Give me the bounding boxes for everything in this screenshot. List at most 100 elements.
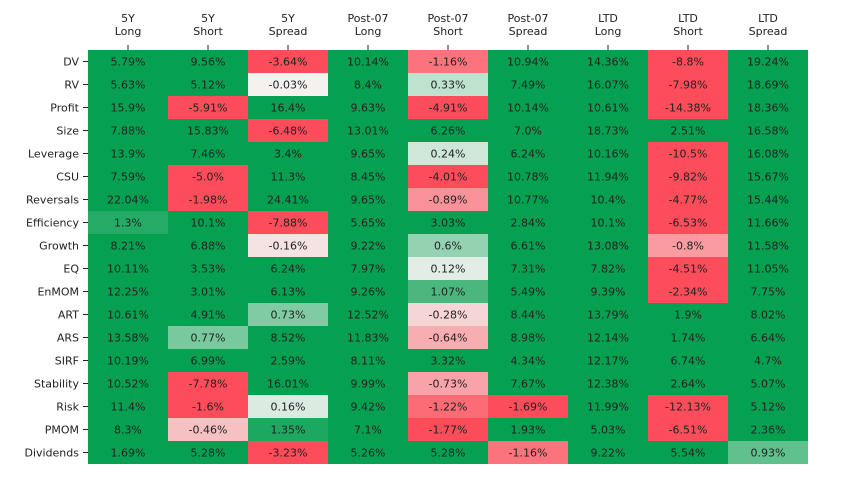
heatmap-cell-ars-1 xyxy=(168,326,248,349)
column-label: Short xyxy=(673,25,703,38)
column-label: Spread xyxy=(269,25,308,38)
cell-value-label: 10.4% xyxy=(591,194,626,207)
heatmap-cell-size-6 xyxy=(568,119,648,142)
heatmap-cell-profit-1 xyxy=(168,96,248,119)
cell-value-label: 10.1% xyxy=(591,217,626,230)
heatmap-cells: 5.79% 9.56% -3.64% 10.14% -1.16% 10.94% 14.36%… xyxy=(88,50,808,464)
heatmap-cell-csu-4 xyxy=(408,165,488,188)
cell-value-label: -6.53% xyxy=(669,217,708,230)
cell-value-label: 4.91% xyxy=(191,309,226,322)
heatmap-cell-art-1 xyxy=(168,303,248,326)
row-label-reversals: Reversals xyxy=(26,194,79,207)
cell-value-label: 7.59% xyxy=(111,171,146,184)
heatmap-cell-size-5 xyxy=(488,119,568,142)
cell-value-label: -4.91% xyxy=(429,102,468,115)
column-label: Long xyxy=(595,25,622,38)
heatmap-cell-dividends-7 xyxy=(648,441,728,464)
cell-value-label: -0.73% xyxy=(429,378,468,391)
cell-value-label: 5.63% xyxy=(111,79,146,92)
cell-value-label: 5.79% xyxy=(111,56,146,69)
cell-value-label: 8.4% xyxy=(354,79,382,92)
cell-value-label: -6.51% xyxy=(669,424,708,437)
cell-value-label: 10.77% xyxy=(507,194,549,207)
heatmap-cell-growth-8 xyxy=(728,234,808,257)
heatmap-cell-eq-5 xyxy=(488,257,568,280)
heatmap-cell-pmom-5 xyxy=(488,418,568,441)
cell-value-label: -3.23% xyxy=(269,447,308,460)
heatmap-cell-pmom-3 xyxy=(328,418,408,441)
heatmap-cell-enmom-4 xyxy=(408,280,488,303)
cell-value-label: 9.42% xyxy=(351,401,386,414)
heatmap-cell-growth-3 xyxy=(328,234,408,257)
cell-value-label: 0.16% xyxy=(271,401,306,414)
heatmap-cell-leverage-1 xyxy=(168,142,248,165)
heatmap-cell-sirf-7 xyxy=(648,349,728,372)
cell-value-label: 0.77% xyxy=(191,332,226,345)
cell-value-label: -7.98% xyxy=(669,79,708,92)
heatmap-cell-risk-4 xyxy=(408,395,488,418)
cell-value-label: 9.22% xyxy=(591,447,626,460)
cell-value-label: -0.64% xyxy=(429,332,468,345)
heatmap-cell-reversals-8 xyxy=(728,188,808,211)
heatmap-cell-leverage-6 xyxy=(568,142,648,165)
cell-value-label: -7.78% xyxy=(189,378,228,391)
cell-value-label: 8.98% xyxy=(511,332,546,345)
cell-value-label: 6.24% xyxy=(271,263,306,276)
cell-value-label: 12.52% xyxy=(347,309,389,322)
heatmap-cell-risk-5 xyxy=(488,395,568,418)
cell-value-label: 1.9% xyxy=(674,309,702,322)
heatmap-cell-size-2 xyxy=(248,119,328,142)
cell-value-label: 10.11% xyxy=(107,263,149,276)
cell-value-label: 8.45% xyxy=(351,171,386,184)
cell-value-label: 0.73% xyxy=(271,309,306,322)
cell-value-label: 5.49% xyxy=(511,286,546,299)
heatmap-cell-efficiency-1 xyxy=(168,211,248,234)
cell-value-label: 9.65% xyxy=(351,194,386,207)
heatmap-cell-pmom-6 xyxy=(568,418,648,441)
row-label-risk: Risk xyxy=(56,401,79,414)
heatmap-cell-stability-7 xyxy=(648,372,728,395)
cell-value-label: 15.83% xyxy=(187,125,229,138)
cell-value-label: 6.13% xyxy=(271,286,306,299)
cell-value-label: 7.75% xyxy=(751,286,786,299)
cell-value-label: 2.64% xyxy=(671,378,706,391)
cell-value-label: 9.26% xyxy=(351,286,386,299)
cell-value-label: -5.91% xyxy=(189,102,228,115)
heatmap-cell-enmom-7 xyxy=(648,280,728,303)
heatmap-cell-enmom-2 xyxy=(248,280,328,303)
heatmap-cell-profit-0 xyxy=(88,96,168,119)
row-label-efficiency: Efficiency xyxy=(26,217,79,230)
cell-value-label: 15.44% xyxy=(747,194,789,207)
cell-value-label: 7.88% xyxy=(111,125,146,138)
cell-value-label: -0.28% xyxy=(429,309,468,322)
cell-value-label: 11.05% xyxy=(747,263,789,276)
heatmap-cell-reversals-4 xyxy=(408,188,488,211)
cell-value-label: 11.4% xyxy=(111,401,146,414)
column-label: 5Y xyxy=(121,12,135,25)
heatmap-cell-size-4 xyxy=(408,119,488,142)
heatmap-cell-growth-5 xyxy=(488,234,568,257)
cell-value-label: 14.36% xyxy=(587,56,629,69)
heatmap-cell-sirf-6 xyxy=(568,349,648,372)
heatmap-cell-growth-1 xyxy=(168,234,248,257)
heatmap-cell-dividends-1 xyxy=(168,441,248,464)
heatmap-cell-risk-0 xyxy=(88,395,168,418)
row-label-pmom: PMOM xyxy=(45,424,79,437)
row-label-size: Size xyxy=(56,125,79,138)
cell-value-label: 7.97% xyxy=(351,263,386,276)
heatmap-cell-efficiency-7 xyxy=(648,211,728,234)
cell-value-label: 5.26% xyxy=(351,447,386,460)
heatmap-cell-risk-3 xyxy=(328,395,408,418)
cell-value-label: 11.58% xyxy=(747,240,789,253)
heatmap-cell-growth-7 xyxy=(648,234,728,257)
heatmap-cell-size-3 xyxy=(328,119,408,142)
cell-value-label: 18.69% xyxy=(747,79,789,92)
heatmap-cell-csu-8 xyxy=(728,165,808,188)
heatmap-cell-ars-8 xyxy=(728,326,808,349)
cell-value-label: 9.65% xyxy=(351,148,386,161)
heatmap-cell-leverage-0 xyxy=(88,142,168,165)
heatmap-cell-leverage-2 xyxy=(248,142,328,165)
heatmap-cell-efficiency-8 xyxy=(728,211,808,234)
cell-value-label: 11.83% xyxy=(347,332,389,345)
cell-value-label: 0.24% xyxy=(431,148,466,161)
